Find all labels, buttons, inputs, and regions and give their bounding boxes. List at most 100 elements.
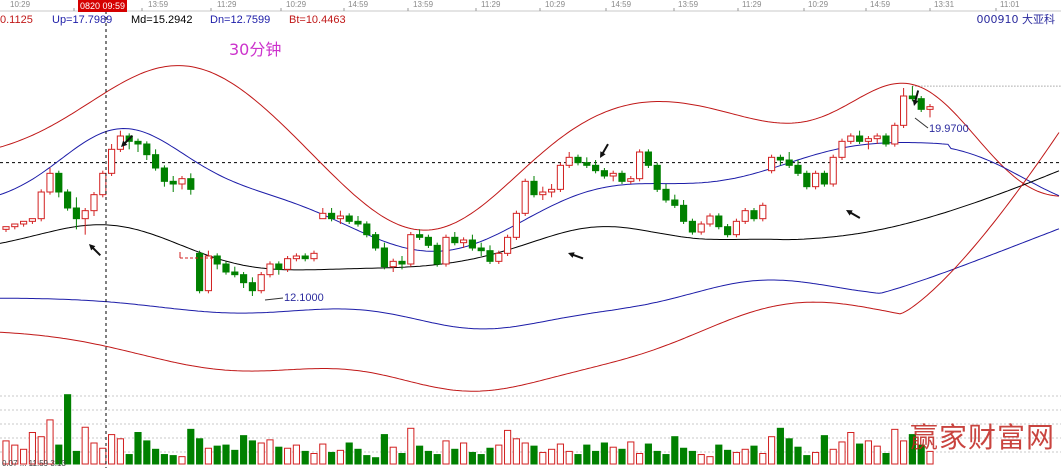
candle-body [46, 172, 54, 193]
candle-body [196, 252, 204, 292]
candle-body [715, 215, 723, 228]
volume-bar [2, 440, 10, 465]
candle-body [468, 239, 476, 249]
candle-body [90, 194, 98, 212]
candle-body [451, 236, 459, 244]
volume-bar [495, 444, 503, 465]
stock-name-label: 000910 大亚科 [976, 13, 1056, 26]
lower-band-line [0, 228, 1060, 330]
time-tick: 11:29 [217, 0, 237, 9]
candle-body [512, 212, 520, 238]
volume-bar [662, 454, 670, 465]
high-price-leader [914, 117, 929, 129]
time-tick: 13:59 [148, 0, 169, 9]
volume-bar [433, 454, 441, 465]
candle-body [882, 135, 890, 145]
volume-bar [416, 445, 424, 465]
candle-body [838, 140, 846, 158]
volume-bar [389, 446, 397, 465]
candle-body [820, 172, 828, 185]
volume-bar [108, 434, 116, 465]
candle-body [363, 223, 371, 236]
candle-body [477, 247, 485, 252]
candle-body [539, 191, 547, 196]
candle-body [266, 263, 274, 276]
volume-bar [152, 448, 160, 465]
volume-bar [354, 448, 362, 465]
candle-body [864, 138, 872, 142]
volume-bar [266, 439, 274, 465]
volume-bar [213, 445, 221, 465]
time-tick: 10:29 [286, 0, 307, 9]
volume-bar [785, 438, 793, 465]
period-label: 30分钟 [229, 40, 282, 59]
arrow-icon [600, 143, 609, 158]
candle-body [618, 172, 626, 182]
volume-bar [609, 446, 617, 465]
low-price-leader [264, 297, 284, 301]
candle-body [372, 234, 380, 249]
candle-body [600, 170, 608, 177]
candle-body [319, 212, 327, 220]
volume-bar [574, 454, 582, 465]
candle-body [81, 210, 89, 220]
candle-body [856, 135, 864, 142]
indicator-bt-value: Bt=10.4463 [289, 14, 346, 26]
volume-bar [424, 450, 432, 465]
candle-body [178, 178, 186, 185]
candle-body [504, 236, 512, 254]
volume-bar [204, 447, 212, 465]
time-tick: 13:59 [678, 0, 699, 9]
volume-bar [398, 453, 406, 465]
volume-bar [644, 443, 652, 465]
candle-body [328, 212, 336, 220]
volume-bar [706, 456, 714, 465]
candle-body [11, 223, 19, 228]
volume-bar [873, 445, 881, 465]
volume-bar [565, 450, 573, 465]
candle-body [556, 164, 564, 190]
volume-bar [539, 451, 547, 465]
candle-body [653, 164, 661, 190]
candle-body [2, 226, 10, 230]
arrow-icon [568, 252, 584, 260]
volume-bar [653, 450, 661, 465]
volume-bar [741, 448, 749, 465]
candle-body [908, 95, 916, 100]
volume-bar [380, 434, 388, 465]
candle-body [345, 215, 353, 222]
candle-body [785, 159, 793, 166]
volume-bar [99, 447, 107, 465]
volume-bar [372, 457, 380, 465]
time-tick: 10:29 [545, 0, 566, 9]
candle-body [794, 164, 802, 174]
volume-bar [363, 455, 371, 465]
volume-bar [248, 440, 256, 465]
volume-bar [688, 450, 696, 465]
candle-body [424, 236, 432, 246]
indicator-dn-value: Dn=12.7599 [210, 14, 271, 26]
time-tick: 14:59 [870, 0, 891, 9]
volume-bar [125, 454, 133, 465]
candle-body [759, 204, 767, 220]
candle-body [407, 234, 415, 265]
volume-bar [407, 427, 415, 465]
candle-body [574, 156, 582, 164]
volume-bar [794, 446, 802, 465]
candle-body [240, 274, 248, 284]
volume-bar [750, 445, 758, 465]
candle-body [433, 244, 441, 265]
candle-body [521, 180, 529, 214]
volume-bar [310, 453, 318, 465]
candle-body [28, 218, 36, 222]
volume-bar [768, 436, 776, 465]
volume-bar [345, 442, 353, 465]
volume-bar [37, 436, 45, 465]
arrow-icon [89, 244, 102, 257]
candle-body [627, 178, 635, 182]
volume-bar [196, 438, 204, 465]
volume-bar [178, 456, 186, 465]
candle-body [398, 260, 406, 265]
